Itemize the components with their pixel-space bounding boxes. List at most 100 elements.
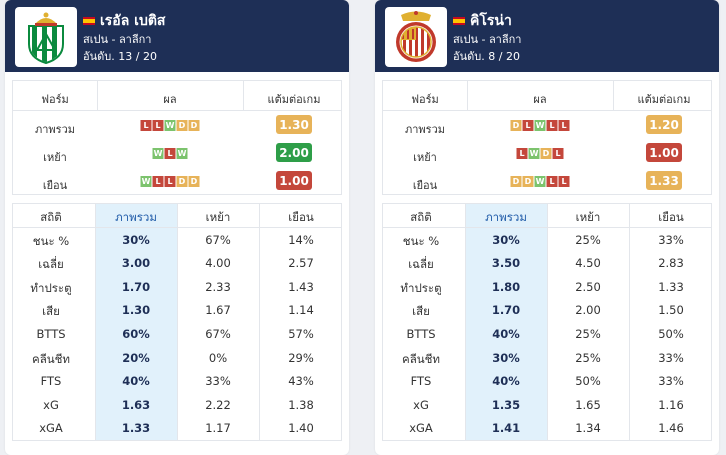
spain-flag-icon (453, 17, 465, 25)
stat-label: xGA (409, 421, 433, 436)
result-chip[interactable]: L (522, 120, 534, 131)
result-chip[interactable]: D (510, 120, 522, 131)
stat-value: 1.67 (205, 303, 231, 318)
result-chip[interactable]: L (152, 120, 164, 131)
team-logo[interactable] (15, 7, 77, 67)
stat-value: 33% (658, 374, 684, 389)
team-logo[interactable] (385, 7, 447, 67)
result-chip[interactable]: W (176, 148, 188, 159)
stat-value: 1.80 (491, 279, 521, 294)
result-chip[interactable]: D (188, 176, 200, 187)
stat-label: เสีย (42, 304, 60, 319)
team-rank: อันดับ. 8 / 20 (453, 50, 520, 63)
result-chip[interactable]: L (516, 148, 528, 159)
result-chip[interactable]: D (510, 176, 522, 187)
stat-value: 14% (288, 232, 314, 247)
result-chip[interactable]: D (176, 120, 188, 131)
stat-label: xGA (39, 421, 63, 436)
form-table: ฟอร์ม ผล แต้มต่อเกม ภาพรวม D L W L L 1.20 เหย้า… (382, 80, 712, 195)
result-chip[interactable]: L (558, 176, 570, 187)
stats-header-row: สถิติ ภาพรวม เหย้า เยือน (13, 204, 341, 228)
stat-label: เฉลี่ย (408, 257, 434, 272)
ppg-badge: 1.20 (646, 115, 682, 134)
stats-row: ทำประตู 1.70 2.33 1.43 (13, 275, 341, 299)
stat-label: ชนะ % (32, 233, 70, 248)
result-chip[interactable]: L (152, 176, 164, 187)
team-card-home: เรอัล เบติส สเปน - ลาลีกา อันดับ. 13 / 2… (5, 0, 349, 455)
stat-value: 1.33 (121, 421, 151, 436)
result-chip[interactable]: D (188, 120, 200, 131)
result-chip[interactable]: D (522, 176, 534, 187)
spain-flag-icon (83, 17, 95, 25)
stat-value: 25% (575, 327, 601, 341)
real-betis-crest-icon (28, 12, 64, 64)
stat-value: 1.43 (288, 279, 314, 294)
stats-column-header: เหย้า (575, 210, 601, 224)
ppg-badge: 1.00 (646, 143, 682, 162)
stat-value: 1.34 (575, 421, 601, 436)
team-name[interactable]: คิโรน่า (453, 10, 512, 32)
stat-value: 50% (658, 327, 684, 341)
result-chip[interactable]: L (546, 120, 558, 131)
stat-label: xG (43, 397, 59, 412)
result-chip[interactable]: W (152, 148, 164, 159)
stat-label: ทำประตู (30, 280, 72, 295)
stats-column-header: เยือน (658, 210, 684, 224)
result-chip[interactable]: L (546, 176, 558, 187)
team-name[interactable]: เรอัล เบติส (83, 10, 165, 32)
stat-value: 30% (492, 350, 520, 365)
stats-row: BTTS 40% 25% 50% (383, 322, 711, 346)
stat-value: 29% (288, 350, 314, 365)
form-row: เหย้า L W D L 1.00 (383, 140, 711, 168)
stat-value: 4.00 (205, 256, 231, 271)
stat-value: 1.63 (121, 397, 151, 412)
result-chip[interactable]: W (534, 120, 546, 131)
stats-column-header: ภาพรวม (485, 210, 527, 224)
stats-column-header: ภาพรวม (115, 210, 157, 224)
stats-row: xGA 1.41 1.34 1.46 (383, 416, 711, 440)
result-chip[interactable]: L (164, 176, 176, 187)
ppg-badge: 1.00 (276, 171, 312, 190)
stat-value: 2.57 (288, 256, 314, 271)
stats-row: เฉลี่ย 3.00 4.00 2.57 (13, 251, 341, 275)
stat-value: 33% (658, 350, 684, 365)
team-rank: อันดับ. 13 / 20 (83, 50, 157, 63)
stat-value: 40% (492, 374, 520, 389)
team-name-text: เรอัล เบติส (100, 13, 166, 29)
result-chip[interactable]: L (140, 120, 152, 131)
stats-row: FTS 40% 50% 33% (383, 369, 711, 393)
form-row-label: เยือน (42, 179, 68, 192)
result-chip[interactable]: L (558, 120, 570, 131)
stat-value: 3.00 (121, 256, 151, 271)
form-table: ฟอร์ม ผล แต้มต่อเกม ภาพรวม L L W D D 1.30 เหย้า… (12, 80, 342, 195)
result-chip[interactable]: D (540, 148, 552, 159)
form-row-label: เหย้า (43, 151, 67, 164)
stat-value: 2.50 (575, 279, 601, 294)
form-row: เหย้า W L W 2.00 (13, 140, 341, 168)
stats-table: สถิติ ภาพรวม เหย้า เยือน ชนะ % 30% 67% 14% เฉลี่… (12, 203, 342, 441)
result-chip[interactable]: W (140, 176, 152, 187)
stat-label: คลีนชีท (402, 351, 440, 366)
divider (243, 81, 244, 111)
girona-crest-icon (396, 11, 436, 62)
stats-row: xG 1.63 2.22 1.38 (13, 393, 341, 417)
stat-label: xG (413, 397, 429, 412)
team-header: เรอัล เบติส สเปน - ลาลีกา อันดับ. 13 / 2… (5, 0, 349, 72)
result-chip[interactable]: W (164, 120, 176, 131)
stats-row: ชนะ % 30% 25% 33% (383, 228, 711, 252)
team-header: คิโรน่า สเปน - ลาลีกา อันดับ. 8 / 20 (375, 0, 719, 72)
stats-row: FTS 40% 33% 43% (13, 369, 341, 393)
result-chip[interactable]: W (534, 176, 546, 187)
ppg-badge: 1.33 (646, 171, 682, 190)
stat-label: ทำประตู (400, 280, 442, 295)
stat-value: 1.70 (121, 279, 151, 294)
stats-header-row: สถิติ ภาพรวม เหย้า เยือน (383, 204, 711, 228)
result-chip[interactable]: W (528, 148, 540, 159)
result-chip[interactable]: D (176, 176, 188, 187)
stats-row: ทำประตู 1.80 2.50 1.33 (383, 275, 711, 299)
result-chip[interactable]: L (164, 148, 176, 159)
result-chip[interactable]: L (552, 148, 564, 159)
